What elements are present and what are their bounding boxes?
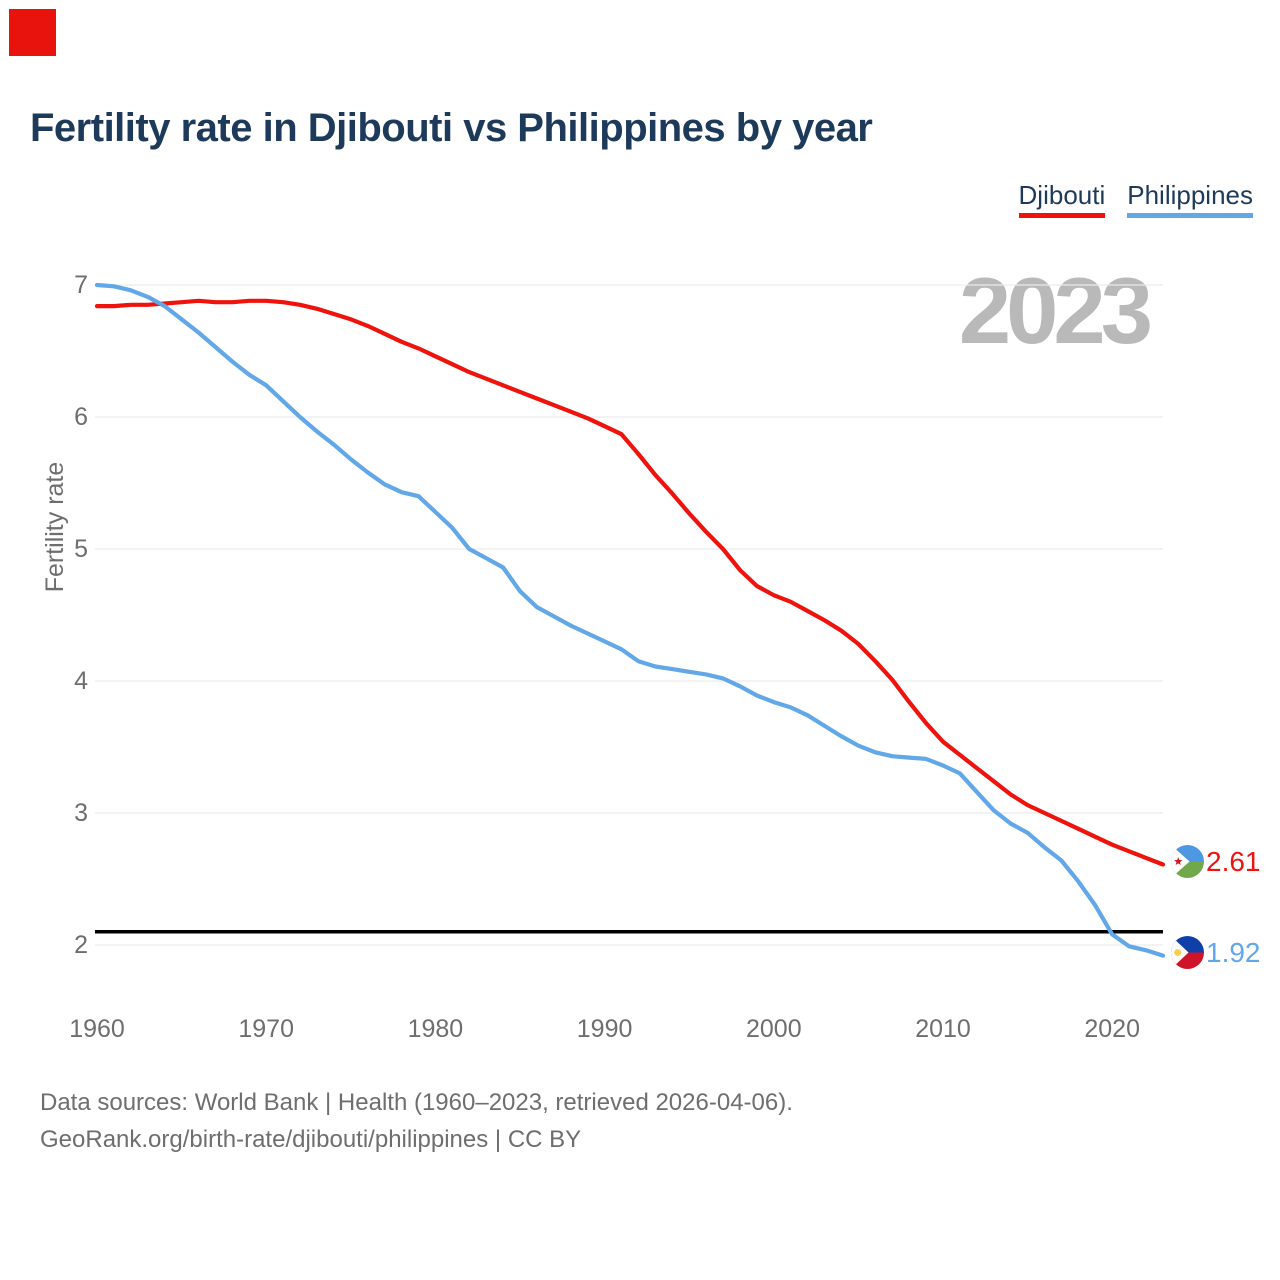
y-tick-2: 2 xyxy=(74,931,88,959)
page-title: Fertility rate in Djibouti vs Philippine… xyxy=(30,106,873,150)
djibouti-line xyxy=(94,298,1166,867)
x-tick-1980: 1980 xyxy=(407,1015,464,1043)
djibouti-flag-icon xyxy=(1171,845,1204,878)
x-tick-1990: 1990 xyxy=(576,1015,633,1043)
legend-item-philippines[interactable]: Philippines xyxy=(1127,180,1253,218)
footer-data-sources: Data sources: World Bank | Health (1960–… xyxy=(40,1089,793,1116)
y-axis-title: Fertility rate xyxy=(41,461,69,593)
y-tick-7: 7 xyxy=(74,271,88,299)
y-tick-6: 6 xyxy=(74,403,88,431)
year-watermark: 2023 xyxy=(958,258,1153,363)
footer-attribution: GeoRank.org/birth-rate/djibouti/philippi… xyxy=(40,1126,582,1153)
x-tick-2010: 2010 xyxy=(915,1015,971,1043)
x-tick-2000: 2000 xyxy=(745,1015,802,1043)
y-tick-4: 4 xyxy=(74,667,88,695)
end-value-djibouti: 2.61 xyxy=(1206,846,1261,877)
x-tick-1970: 1970 xyxy=(238,1015,294,1043)
x-tick-2020: 2020 xyxy=(1084,1015,1140,1043)
x-tick-1960: 1960 xyxy=(69,1015,125,1043)
philippines-flag-icon xyxy=(1171,936,1204,969)
legend-item-djibouti[interactable]: Djibouti xyxy=(1018,180,1106,218)
end-value-philippines: 1.92 xyxy=(1206,937,1261,968)
red-click-marker xyxy=(9,9,56,56)
y-tick-3: 3 xyxy=(74,799,88,827)
legend: Djibouti Philippines xyxy=(1018,180,1253,218)
philippines-line xyxy=(94,282,1166,958)
y-tick-5: 5 xyxy=(74,535,88,563)
